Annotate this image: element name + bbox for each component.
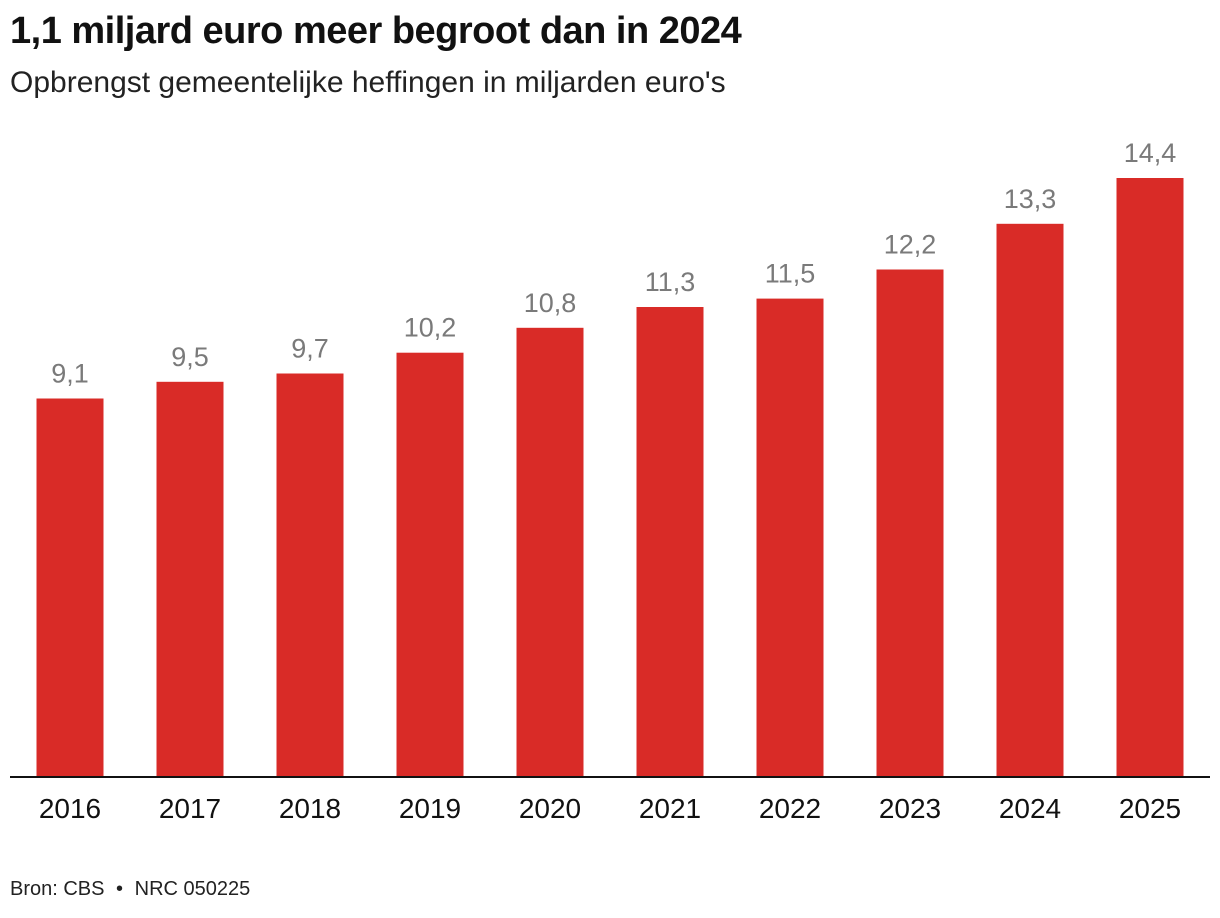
bar-2025 (1116, 178, 1184, 777)
value-label-2023: 12,2 (884, 230, 937, 260)
value-label-2021: 11,3 (645, 267, 696, 297)
bar-2021 (636, 307, 704, 777)
x-tick-label-2018: 2018 (279, 793, 341, 824)
x-tick-label-2019: 2019 (399, 793, 461, 824)
bar-2024 (996, 223, 1064, 778)
credit-text: NRC 050225 (134, 878, 251, 900)
x-tick-label-2025: 2025 (1119, 793, 1181, 824)
x-tick-label-2024: 2024 (999, 793, 1061, 824)
value-label-2020: 10,8 (524, 288, 577, 318)
value-label-2024: 13,3 (1004, 184, 1057, 214)
bar-2022 (756, 298, 824, 777)
bar-2017 (156, 381, 224, 777)
value-label-2022: 11,5 (765, 259, 816, 289)
footer: Bron: CBS • NRC 050225 (10, 878, 250, 901)
x-tick-label-2020: 2020 (519, 793, 581, 824)
source-text: Bron: CBS (10, 878, 105, 900)
bar-2018 (276, 373, 344, 777)
chart-title: 1,1 miljard euro meer begroot dan in 202… (10, 10, 742, 52)
chart-subtitle: Opbrengst gemeentelijke heffingen in mil… (10, 66, 726, 99)
x-tick-label-2023: 2023 (879, 793, 941, 824)
value-label-2018: 9,7 (291, 334, 329, 364)
x-tick-label-2022: 2022 (759, 793, 821, 824)
bar-2016 (36, 398, 104, 777)
x-tick-label-2016: 2016 (39, 793, 101, 824)
bar-2020 (516, 327, 584, 778)
value-label-2025: 14,4 (1124, 138, 1177, 168)
bar-2023 (876, 269, 944, 777)
x-tick-label-2017: 2017 (159, 793, 221, 824)
x-tick-label-2021: 2021 (639, 793, 701, 824)
value-label-2017: 9,5 (171, 342, 209, 372)
value-label-2016: 9,1 (51, 359, 89, 389)
bar-2019 (396, 352, 464, 777)
value-label-2019: 10,2 (404, 313, 457, 343)
separator-dot: • (116, 878, 124, 900)
